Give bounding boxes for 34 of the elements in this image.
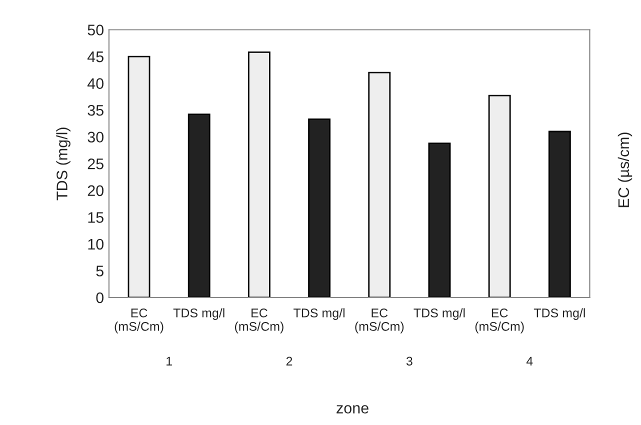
y-tick-label: 45 bbox=[87, 52, 104, 62]
y-tick-label: 0 bbox=[96, 292, 104, 304]
bar bbox=[368, 72, 391, 298]
text: EC (mS/Cm) bbox=[234, 308, 284, 334]
x-tick-label: 4 bbox=[526, 356, 533, 366]
y-axis-title: TDS (mg/l) bbox=[56, 128, 70, 200]
y-tick-label: 40 bbox=[87, 78, 104, 89]
x-axis-title: zone bbox=[336, 405, 368, 414]
y-tick-label: 10 bbox=[88, 238, 104, 250]
y-tick-label: 15 bbox=[88, 212, 104, 223]
y-tick-label: 20 bbox=[88, 185, 104, 196]
bar bbox=[428, 142, 451, 298]
bar bbox=[308, 118, 331, 298]
y-tick-label: 35 bbox=[88, 104, 104, 116]
x-tick-label: 1 bbox=[166, 356, 172, 366]
y-tick-label: 50 bbox=[88, 24, 104, 36]
x-tick-label: 2 bbox=[286, 356, 292, 366]
y-tick-label: 25 bbox=[88, 158, 104, 170]
text: EC (mS/Cm) bbox=[475, 308, 524, 334]
y-tick-label: 5 bbox=[96, 266, 104, 276]
bar bbox=[248, 52, 270, 298]
y2-axis-title: EC (µs/cm) bbox=[618, 132, 632, 208]
text: TDS mg/l bbox=[294, 308, 345, 320]
bar bbox=[548, 130, 571, 298]
y-tick-label: 30 bbox=[88, 132, 104, 143]
bar bbox=[128, 56, 150, 298]
text: TDS mg/l bbox=[414, 308, 465, 320]
text: EC (mS/Cm) bbox=[114, 308, 164, 334]
series-label: EC (mS/Cm) bbox=[355, 308, 404, 334]
x-tick-label: 3 bbox=[406, 356, 412, 366]
text: TDS mg/l bbox=[534, 308, 585, 320]
bar bbox=[488, 94, 511, 298]
bar bbox=[188, 114, 210, 298]
series-label: TDS mg/l bbox=[173, 308, 224, 320]
